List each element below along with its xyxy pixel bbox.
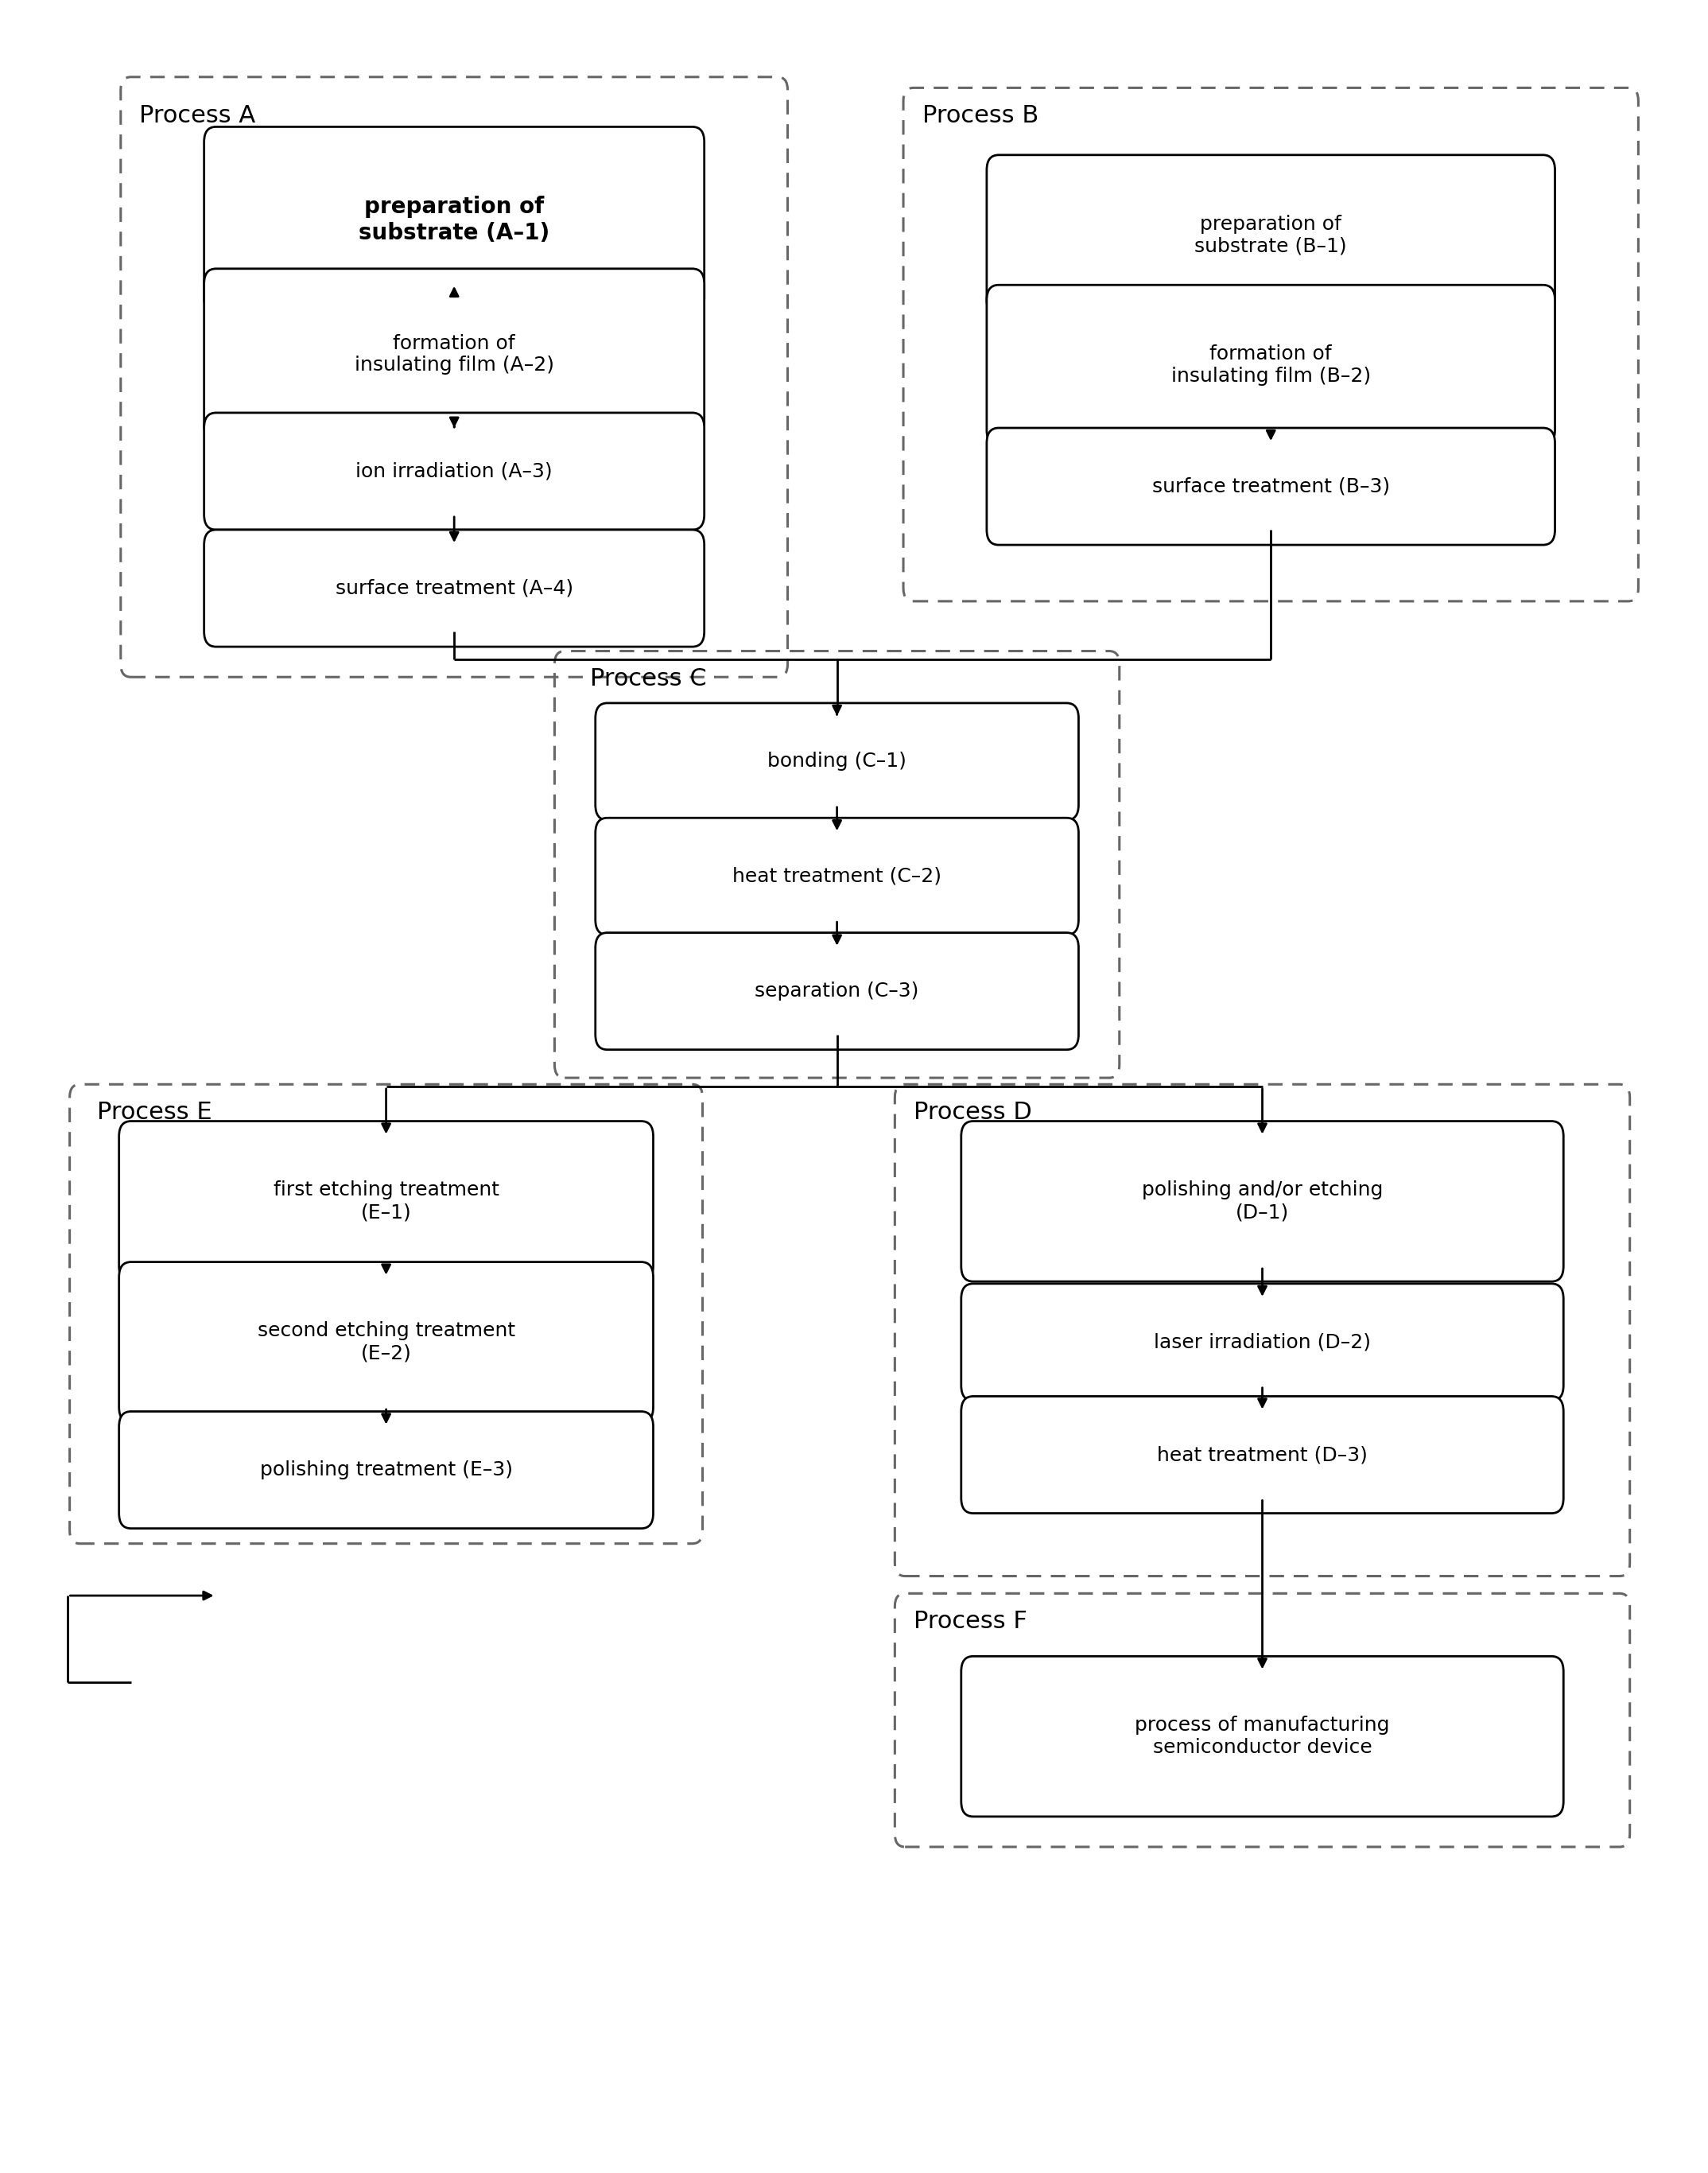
Text: laser irradiation (D–2): laser irradiation (D–2) [1155, 1332, 1372, 1352]
FancyBboxPatch shape [203, 269, 704, 439]
FancyBboxPatch shape [962, 1121, 1563, 1282]
FancyBboxPatch shape [987, 285, 1554, 445]
FancyBboxPatch shape [596, 932, 1078, 1050]
FancyBboxPatch shape [203, 413, 704, 530]
FancyBboxPatch shape [987, 154, 1554, 315]
Text: Process A: Process A [140, 104, 256, 128]
Text: heat treatment (C–2): heat treatment (C–2) [733, 867, 941, 887]
Text: surface treatment (A–4): surface treatment (A–4) [335, 578, 574, 598]
Text: Process F: Process F [914, 1610, 1027, 1632]
Text: Process B: Process B [922, 104, 1038, 128]
FancyBboxPatch shape [596, 817, 1078, 934]
Text: surface treatment (B–3): surface treatment (B–3) [1151, 476, 1390, 495]
FancyBboxPatch shape [596, 704, 1078, 819]
FancyBboxPatch shape [203, 530, 704, 648]
FancyBboxPatch shape [962, 1656, 1563, 1817]
Text: separation (C–3): separation (C–3) [755, 982, 919, 1002]
Text: preparation of
substrate (B–1): preparation of substrate (B–1) [1194, 215, 1348, 256]
Text: Process E: Process E [97, 1102, 212, 1123]
Text: process of manufacturing
semiconductor device: process of manufacturing semiconductor d… [1134, 1717, 1390, 1758]
FancyBboxPatch shape [962, 1397, 1563, 1512]
FancyBboxPatch shape [962, 1284, 1563, 1402]
Text: first etching treatment
(E–1): first etching treatment (E–1) [273, 1180, 499, 1221]
Text: preparation of
substrate (A–1): preparation of substrate (A–1) [359, 196, 550, 243]
FancyBboxPatch shape [987, 428, 1554, 545]
Text: ion irradiation (A–3): ion irradiation (A–3) [355, 461, 553, 480]
Text: heat treatment (D–3): heat treatment (D–3) [1156, 1445, 1368, 1465]
Text: polishing treatment (E–3): polishing treatment (E–3) [260, 1460, 512, 1480]
Text: bonding (C–1): bonding (C–1) [767, 752, 907, 771]
FancyBboxPatch shape [203, 126, 704, 313]
Text: second etching treatment
(E–2): second etching treatment (E–2) [258, 1321, 516, 1362]
FancyBboxPatch shape [120, 1263, 652, 1423]
Text: Process D: Process D [914, 1102, 1032, 1123]
FancyBboxPatch shape [120, 1412, 652, 1528]
Text: polishing and/or etching
(D–1): polishing and/or etching (D–1) [1141, 1180, 1383, 1221]
Text: formation of
insulating film (B–2): formation of insulating film (B–2) [1172, 346, 1372, 385]
FancyBboxPatch shape [120, 1121, 652, 1282]
Text: formation of
insulating film (A–2): formation of insulating film (A–2) [354, 335, 553, 376]
Text: Process C: Process C [591, 667, 707, 691]
